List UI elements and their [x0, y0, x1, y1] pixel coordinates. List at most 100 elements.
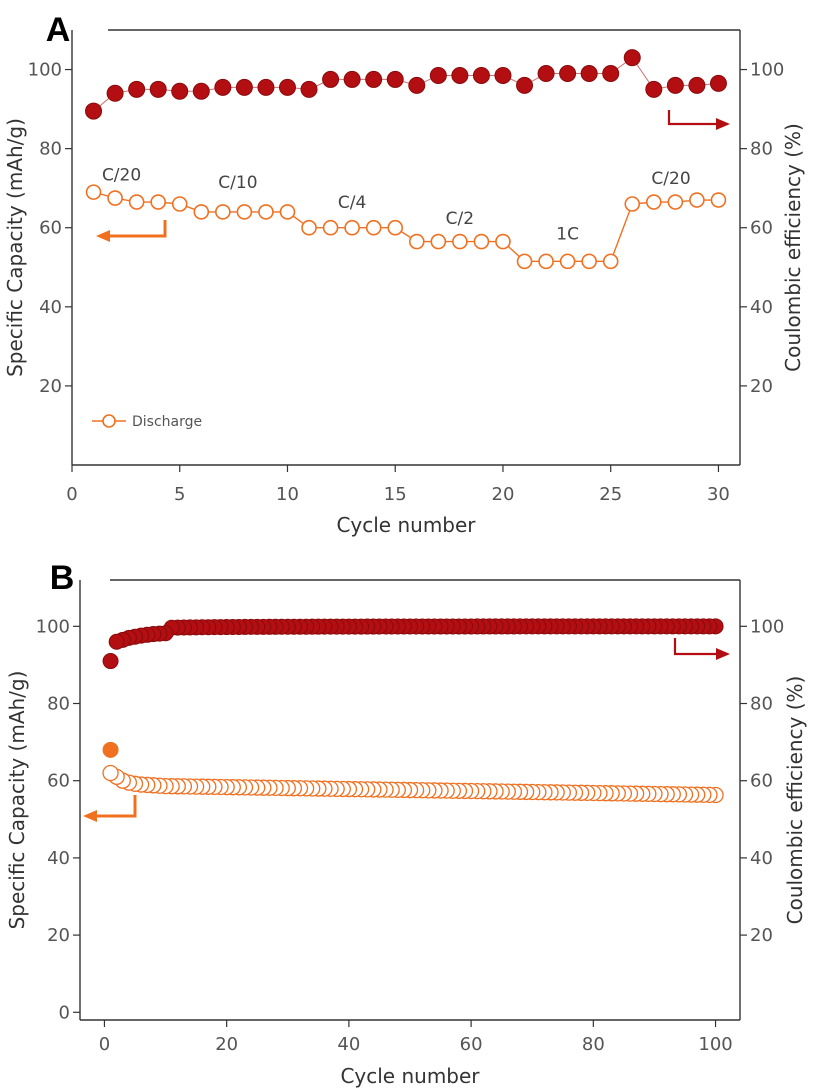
rate-label: C/2 [446, 209, 474, 229]
efficiency-point [128, 80, 146, 98]
discharge-point [107, 190, 123, 206]
discharge-point [258, 204, 274, 220]
charge-point [102, 741, 119, 758]
x-axis-label: Cycle number [340, 1064, 480, 1088]
efficiency-point [537, 65, 555, 82]
discharge-point [215, 204, 231, 220]
y-left-tick-label: 80 [47, 694, 70, 715]
y-left-tick-label: 60 [39, 218, 62, 239]
rate-label: 1C [556, 225, 579, 245]
legend-marker [102, 414, 116, 428]
y-right-tick-label: 20 [750, 925, 773, 946]
efficiency-point [149, 80, 167, 98]
discharge-point [646, 194, 662, 210]
efficiency-point [300, 80, 318, 98]
efficiency-point [602, 65, 620, 82]
y-right-tick-label: 80 [750, 139, 773, 160]
chart-panel-b: B 0 20 40 60 80 100 0 20 40 60 80 100 20 40 60 80 100 Cycl… [5, 559, 807, 1088]
y-right-axis-label: Coulombic efficiency (%) [783, 676, 807, 925]
x-tick-label: 20 [492, 484, 515, 505]
left-axis-arrowhead [96, 230, 110, 242]
right-axis-arrowhead [716, 118, 730, 130]
efficiency-point [235, 78, 253, 96]
y-left-tick-label: 100 [28, 60, 62, 81]
chart-panel-a: A 0 5 10 15 20 25 30 20 40 60 80 100 20 40 60 80 100 Cycle… [3, 11, 805, 537]
y-right-tick-label: 40 [750, 848, 773, 869]
discharge-point [689, 192, 705, 208]
rate-label: C/10 [218, 173, 257, 193]
y-right-tick-label: 20 [750, 376, 773, 397]
x-tick-label: 30 [707, 484, 730, 505]
discharge-point [301, 219, 317, 236]
right-axis-arrow [667, 110, 720, 126]
efficiency-point [85, 102, 103, 120]
x-tick-label: 0 [99, 1034, 110, 1055]
y-left-tick-label: 20 [39, 376, 62, 397]
right-axis-arrowhead [716, 648, 730, 660]
y-left-axis-label: Specific Capacity (mAh/g) [3, 118, 27, 377]
efficiency-point [580, 65, 598, 82]
efficiency-point [559, 65, 577, 82]
y-left-tick-label: 100 [36, 616, 70, 637]
rate-label: C/4 [338, 193, 366, 213]
y-left-tick-label: 20 [47, 925, 70, 946]
efficiency-point [429, 66, 447, 84]
discharge-point [581, 253, 597, 270]
x-tick-label: 5 [174, 484, 185, 505]
rate-label: C/20 [651, 169, 690, 189]
x-tick-label: 40 [337, 1034, 360, 1055]
x-tick-label: 15 [384, 484, 407, 505]
efficiency-point [516, 76, 534, 94]
efficiency-point [171, 82, 189, 100]
discharge-point [322, 219, 339, 236]
y-right-tick-label: 100 [750, 60, 784, 81]
y-right-tick-label: 60 [750, 771, 773, 792]
efficiency-point [106, 84, 124, 102]
efficiency-point [257, 78, 275, 96]
discharge-point [102, 764, 119, 782]
efficiency-point [408, 76, 426, 94]
y-left-tick-label: 40 [47, 848, 70, 869]
discharge-point [473, 233, 490, 250]
discharge-point [602, 253, 619, 270]
discharge-point [495, 233, 511, 250]
efficiency-point [102, 653, 119, 670]
efficiency-point [322, 70, 340, 88]
discharge-point [408, 233, 425, 250]
legend-label: Discharge [132, 414, 202, 430]
efficiency-point [472, 66, 490, 84]
discharge-point [193, 204, 210, 220]
y-right-tick-label: 100 [750, 616, 784, 637]
y-left-axis-label: Specific Capacity (mAh/g) [5, 671, 29, 930]
discharge-point [279, 204, 296, 220]
x-tick-label: 20 [215, 1034, 238, 1055]
efficiency-point [709, 74, 727, 92]
x-tick-label: 25 [599, 484, 622, 505]
discharge-point [128, 194, 145, 210]
left-axis-arrow [106, 220, 167, 238]
x-tick-label: 60 [460, 1034, 483, 1055]
y-right-axis-label: Coulombic efficiency (%) [781, 123, 805, 372]
y-left-tick-label: 80 [39, 139, 62, 160]
y-left-tick-label: 40 [39, 297, 62, 318]
efficiency-point [343, 70, 361, 88]
discharge-point [171, 196, 188, 212]
y-left-tick-label: 0 [59, 1002, 70, 1023]
efficiency-point [451, 66, 469, 84]
efficiency-point [214, 78, 232, 96]
discharge-point [667, 194, 684, 210]
efficiency-point [494, 66, 512, 84]
efficiency-line [93, 56, 719, 112]
left-axis-arrow [93, 795, 137, 818]
efficiency-point [365, 70, 383, 88]
efficiency-point [645, 80, 663, 98]
efficiency-point [688, 76, 706, 94]
efficiency-point [623, 49, 641, 67]
x-tick-label: 10 [276, 484, 299, 505]
discharge-point [430, 233, 447, 250]
y-right-tick-label: 40 [750, 297, 773, 318]
panel-label: A [46, 11, 71, 49]
discharge-point [710, 192, 727, 208]
x-tick-label: 100 [698, 1034, 732, 1055]
